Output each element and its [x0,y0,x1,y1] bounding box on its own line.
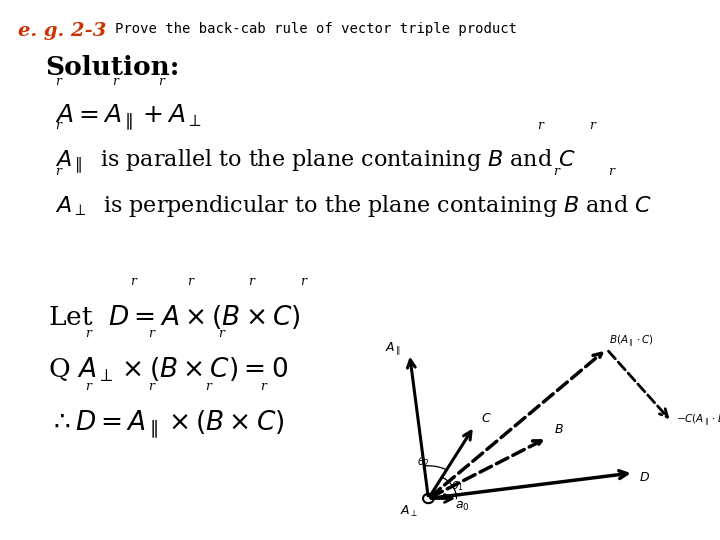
Text: $B(A_{\parallel}\cdot C)$: $B(A_{\parallel}\cdot C)$ [609,334,654,350]
Text: Solution:: Solution: [45,55,179,80]
Text: $D$: $D$ [639,471,650,484]
Text: $A_{\parallel}$: $A_{\parallel}$ [385,341,401,357]
Text: r: r [187,275,193,288]
Text: r: r [248,275,254,288]
Text: e. g. 2-3: e. g. 2-3 [18,22,107,40]
Text: r: r [158,75,164,88]
FancyArrowPatch shape [431,495,452,502]
FancyArrowPatch shape [608,351,667,417]
Text: r: r [148,327,154,340]
Text: $\theta_1$: $\theta_1$ [451,479,464,493]
Text: r: r [537,119,543,132]
Text: r: r [55,119,61,132]
Text: r: r [130,275,136,288]
Text: r: r [589,119,595,132]
Text: r: r [85,380,91,393]
Text: $a_0$: $a_0$ [455,500,469,513]
FancyArrowPatch shape [430,431,471,496]
Text: Prove the back-cab rule of vector triple product: Prove the back-cab rule of vector triple… [115,22,517,36]
FancyArrowPatch shape [431,471,627,498]
Text: r: r [148,380,154,393]
Text: r: r [218,327,224,340]
Text: r: r [205,380,211,393]
Text: r: r [553,165,559,178]
Text: Let  $D = A\times(B\times C)$: Let $D = A\times(B\times C)$ [48,303,301,331]
Text: r: r [112,75,118,88]
FancyArrowPatch shape [408,360,428,496]
Text: Q $A_{\perp}\times(B\times C) = 0$: Q $A_{\perp}\times(B\times C) = 0$ [48,355,288,383]
Text: $\therefore D = A_{\parallel}\times(B\times C)$: $\therefore D = A_{\parallel}\times(B\ti… [48,408,284,440]
FancyArrowPatch shape [431,441,541,497]
Text: r: r [300,275,306,288]
Text: $C$: $C$ [482,413,492,426]
Text: r: r [55,75,61,88]
Text: $-C(A_{\parallel}\cdot B)$: $-C(A_{\parallel}\cdot B)$ [676,413,720,429]
Text: r: r [260,380,266,393]
FancyArrowPatch shape [431,353,601,497]
Text: r: r [608,165,614,178]
Text: $\theta_2$: $\theta_2$ [417,455,429,469]
Text: $B$: $B$ [554,423,564,436]
Text: $A_{\parallel}$  is parallel to the plane containing $B$ and $C$: $A_{\parallel}$ is parallel to the plane… [55,147,576,176]
Text: $A_{\perp}$  is perpendicular to the plane containing $B$ and $C$: $A_{\perp}$ is perpendicular to the plan… [55,193,652,219]
Text: r: r [55,165,61,178]
Text: r: r [85,327,91,340]
Text: $A = A_{\parallel} + A_{\perp}$: $A = A_{\parallel} + A_{\perp}$ [55,102,202,132]
Text: $A_{\perp}$: $A_{\perp}$ [400,504,419,519]
